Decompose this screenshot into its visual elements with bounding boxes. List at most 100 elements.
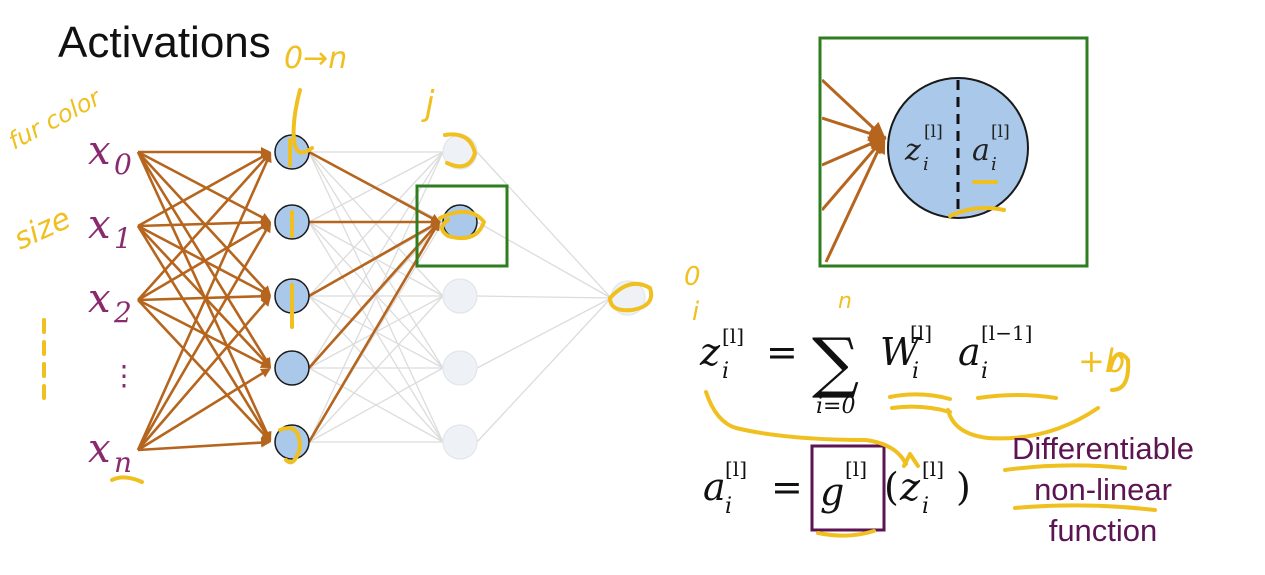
hand-underline-nonlinear	[1013, 503, 1157, 512]
hand-size: size	[9, 201, 77, 257]
faded-edge-h2-out	[476, 297, 612, 369]
hand-mark-top-node	[443, 132, 477, 169]
hand-circle-output	[608, 281, 654, 313]
eq2-paren-close: )	[956, 465, 971, 509]
eq2-z-sup: [l]	[922, 457, 944, 481]
eq1-a: a	[958, 330, 981, 374]
input-edge	[137, 150, 271, 223]
eq1-w-sup: [l]	[910, 321, 932, 345]
input-label-3: x	[88, 426, 111, 472]
input-edge	[136, 221, 272, 451]
hand-j: j	[421, 84, 435, 124]
g-function-box	[810, 444, 886, 532]
faded-edge-h2-out	[476, 151, 612, 299]
zoom-arrow	[824, 135, 886, 263]
input-label-2: x	[88, 276, 111, 322]
hidden1-node	[274, 350, 310, 386]
note-line-2: non-linear	[1034, 472, 1172, 507]
input-sub-3: n	[114, 446, 132, 479]
zoom-arrow	[822, 116, 887, 142]
hand-mark-a2	[948, 206, 1006, 218]
zoom-incoming-arrows	[822, 78, 887, 263]
input-labels: x 0x 1x 2x n⋮	[88, 128, 138, 479]
eq2-z-sub: i	[922, 494, 929, 519]
sum-lower-limit: i=0	[816, 394, 855, 419]
input-edge	[137, 225, 272, 368]
equation-z: z i [l] = ∑ i=0 W i [l] a i [l−1]	[699, 321, 1032, 419]
faded-edge-h2-out	[476, 297, 612, 443]
input-edge	[137, 151, 272, 228]
network-nodes	[274, 134, 646, 460]
hand-0-to-n: 0→n	[284, 41, 347, 76]
eq1-w-sub: i	[912, 359, 919, 384]
faded-edge-h1-h2	[308, 295, 444, 443]
hidden2-node	[442, 424, 478, 460]
eq1-equals: =	[766, 330, 798, 374]
faded-edge-h1-h2	[308, 151, 444, 443]
input-edge	[137, 295, 271, 451]
hand-curve-b	[946, 406, 1100, 441]
hand-underline-g	[816, 529, 876, 538]
active-connections	[136, 147, 441, 452]
input-ellipsis: ⋮	[110, 359, 138, 392]
input-edge	[137, 367, 272, 452]
eq2-g: g	[820, 470, 844, 514]
eq2-lhs-sup: [l]	[725, 457, 747, 481]
hand-0: 0	[684, 262, 701, 292]
zoom-z-sup: [l]	[924, 122, 943, 142]
hand-circle-selected	[438, 210, 486, 241]
hand-mark-node5	[278, 426, 302, 465]
equation-a: a i [l] = g [l] ( z i [l] )	[703, 444, 971, 532]
faded-edge-h1-h2	[308, 151, 444, 369]
zoomed-neuron: z i [l] a i [l]	[818, 36, 1089, 268]
input-edge	[137, 437, 271, 452]
zoom-a-label: a	[972, 133, 990, 168]
note-line-3: function	[1048, 513, 1158, 548]
eq1-a-sup: [l−1]	[981, 321, 1032, 345]
input-edge	[137, 217, 272, 228]
zoom-z-label: z	[904, 133, 921, 168]
eq2-lhs: a	[703, 465, 726, 509]
hand-plus-b: +b	[1078, 342, 1125, 380]
activation-note: Differentiable non-linear function	[988, 428, 1218, 551]
input-edge	[137, 298, 271, 369]
input-sub-0: 0	[114, 148, 132, 181]
hand-arrowhead	[902, 452, 920, 468]
eq1-lhs: z	[699, 330, 721, 374]
input-label-0: x	[88, 128, 111, 174]
hand-mark-xn	[110, 475, 144, 484]
note-line-1: Differentiable	[1011, 431, 1195, 466]
faded-edge-h2-out	[476, 295, 612, 299]
faded-edge-h1-h2	[308, 367, 444, 443]
eq2-g-sup: [l]	[845, 457, 867, 481]
faded-edge-h1-h2	[308, 151, 444, 297]
slide-title: Activations	[58, 18, 271, 67]
hand-mark-h1	[291, 88, 314, 155]
zoom-z-sub: i	[923, 154, 929, 175]
faded-connections	[308, 151, 612, 443]
input-edge	[136, 151, 272, 451]
input-edge	[136, 151, 272, 369]
eq2-equals: =	[771, 465, 803, 509]
faded-edge-h2-out	[476, 221, 612, 299]
eq2-z: z	[899, 465, 921, 509]
input-edge	[137, 299, 272, 442]
hand-underline-a	[976, 393, 1058, 400]
sum-symbol: ∑	[812, 324, 859, 401]
hand-arrow-z	[704, 390, 908, 466]
hand-b-curl	[1108, 351, 1131, 392]
hand-underline-differentiable	[1003, 463, 1127, 472]
input-label-1: x	[88, 202, 111, 248]
input-sub-2: 2	[113, 296, 132, 329]
eq1-lhs-sub: i	[722, 359, 729, 384]
zoom-a-sup: [l]	[991, 122, 1010, 142]
hand-i: i	[692, 297, 700, 327]
hand-n: n	[838, 289, 852, 314]
eq2-paren-open: (	[884, 465, 899, 509]
hidden2-node	[442, 278, 478, 314]
eq2-lhs-sub: i	[725, 494, 732, 519]
zoom-a-sub: i	[991, 154, 997, 175]
input-sub-1: 1	[114, 222, 132, 255]
